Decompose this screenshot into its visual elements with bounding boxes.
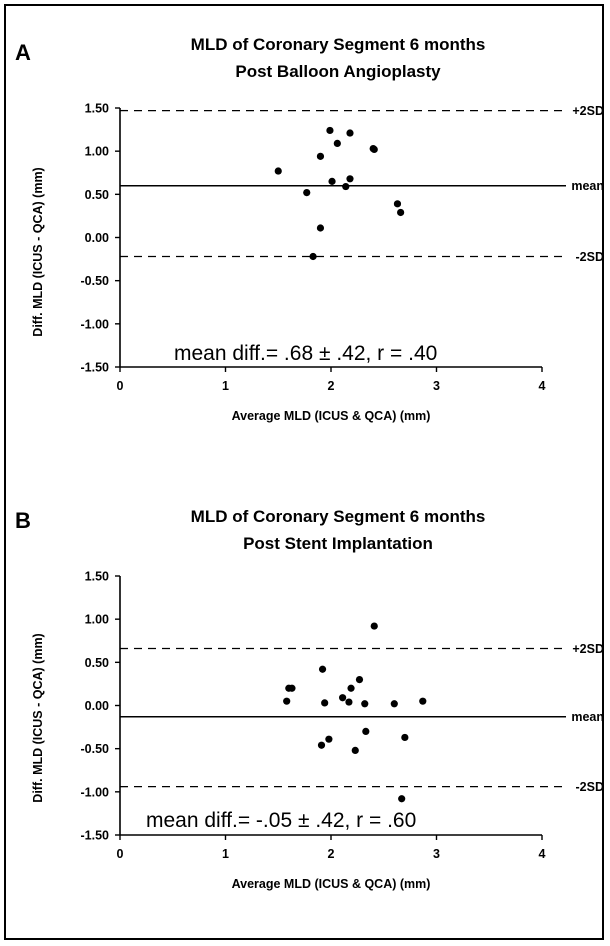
x-tick-label: 4	[539, 379, 546, 393]
data-point	[326, 126, 334, 135]
y-tick-label: -1.00	[81, 785, 110, 799]
data-point	[346, 129, 354, 137]
reference-label: +2SD	[572, 104, 604, 118]
data-point	[328, 177, 336, 185]
data-point	[342, 182, 350, 191]
data-point	[303, 189, 311, 197]
data-point	[321, 699, 329, 707]
y-tick-label: 0.00	[85, 231, 109, 245]
y-tick-label: -0.50	[81, 742, 110, 756]
panel-b: B MLD of Coronary Segment 6 months Post …	[15, 507, 604, 891]
y-axis-label: Diff. MLD (ICUS - QCA) (mm)	[31, 633, 45, 802]
y-tick-label: 0.00	[85, 699, 109, 713]
data-point	[325, 735, 333, 743]
y-tick-label: 1.50	[85, 102, 109, 116]
data-point	[283, 697, 291, 705]
x-axis-label: Average MLD (ICUS & QCA) (mm)	[232, 877, 431, 891]
reference-label: -2SD	[576, 780, 604, 794]
chart-subtitle: Post Stent Implantation	[243, 534, 433, 553]
data-point	[288, 684, 296, 692]
reference-label: -2SD	[576, 250, 604, 264]
x-tick-label: 4	[539, 847, 546, 861]
x-tick-label: 2	[328, 847, 335, 861]
data-point	[347, 684, 355, 692]
y-tick-label: -1.50	[81, 361, 110, 375]
x-tick-label: 1	[222, 379, 229, 393]
data-point	[346, 175, 354, 183]
data-point	[361, 700, 369, 708]
chart-subtitle: Post Balloon Angioplasty	[235, 62, 441, 81]
y-tick-label: 0.50	[85, 656, 109, 670]
x-tick-label: 3	[433, 847, 440, 861]
data-point	[355, 676, 364, 684]
figure-border	[4, 4, 604, 940]
data-point	[316, 152, 325, 160]
x-tick-label: 0	[117, 379, 124, 393]
stats-annotation: mean diff.= .68 ± .42, r = .40	[174, 342, 437, 365]
data-point	[362, 727, 370, 736]
y-tick-label: -1.50	[81, 829, 110, 843]
y-tick-label: 1.00	[85, 613, 109, 627]
data-point	[397, 208, 405, 217]
data-point	[401, 733, 409, 742]
x-tick-label: 0	[117, 847, 124, 861]
x-tick-label: 3	[433, 379, 440, 393]
data-point	[317, 741, 326, 749]
data-point	[398, 795, 406, 803]
data-point	[309, 252, 317, 261]
data-point	[333, 139, 341, 147]
data-point	[351, 746, 359, 754]
x-axis-label: Average MLD (ICUS & QCA) (mm)	[232, 409, 431, 423]
data-point	[274, 167, 282, 175]
data-point	[318, 665, 327, 673]
data-point	[393, 200, 402, 208]
chart-title: MLD of Coronary Segment 6 months	[191, 507, 486, 526]
reference-label: mean	[571, 179, 604, 193]
panel-letter: B	[15, 508, 31, 533]
stats-annotation: mean diff.= -.05 ± .42, r = .60	[146, 809, 416, 832]
data-point	[370, 145, 378, 154]
data-point	[419, 697, 427, 705]
y-tick-label: 1.50	[85, 570, 109, 584]
y-tick-label: -1.00	[81, 317, 110, 331]
y-tick-label: 1.00	[85, 145, 109, 159]
chart-title: MLD of Coronary Segment 6 months	[191, 35, 486, 54]
panel-letter: A	[15, 40, 31, 65]
data-point	[370, 622, 378, 630]
data-point	[339, 694, 347, 702]
panel-a: A MLD of Coronary Segment 6 months Post …	[15, 35, 604, 423]
x-tick-label: 2	[328, 379, 335, 393]
data-point	[345, 698, 353, 706]
y-axis-label: Diff. MLD (ICUS - QCA) (mm)	[31, 167, 45, 336]
reference-label: +2SD	[572, 642, 604, 656]
y-tick-label: -0.50	[81, 274, 110, 288]
x-tick-label: 1	[222, 847, 229, 861]
data-point	[390, 700, 398, 708]
reference-label: mean	[571, 710, 604, 724]
y-tick-label: 0.50	[85, 188, 109, 202]
data-point	[316, 224, 325, 232]
